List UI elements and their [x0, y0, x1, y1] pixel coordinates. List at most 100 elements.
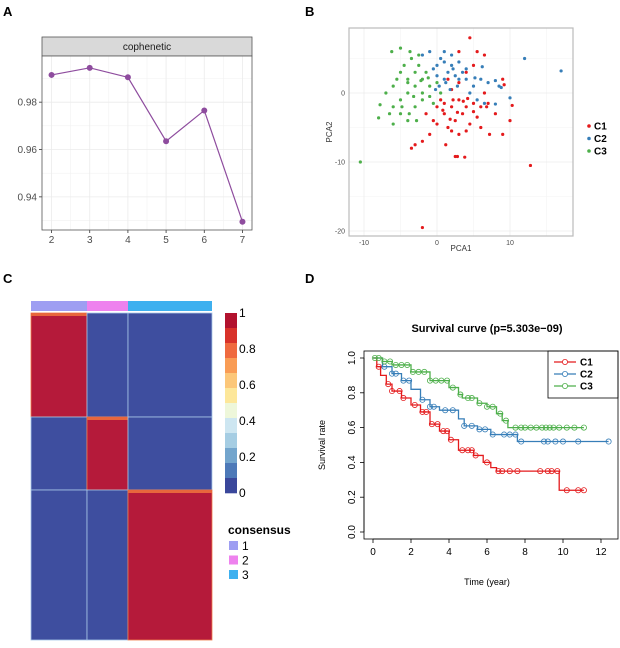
censor-mark-c3 [546, 424, 553, 431]
censor-mark-c1 [447, 436, 454, 443]
censor-mark-c2 [605, 438, 612, 445]
x-tick-label: 12 [595, 547, 607, 558]
y-tick-label: 0.0 [347, 525, 358, 539]
point-c2 [437, 84, 441, 88]
point-c1 [450, 129, 454, 133]
censor-mark-c3 [457, 391, 464, 398]
point-c2 [482, 101, 487, 105]
point-c1 [435, 122, 439, 126]
point-c3 [406, 81, 410, 85]
point-c3 [406, 91, 410, 95]
point-c1 [471, 63, 476, 67]
point-c2 [451, 67, 455, 71]
point-c2 [450, 53, 454, 57]
point-c1 [479, 105, 483, 109]
y-axis-label: Survival rate [317, 420, 327, 470]
censor-mark-c3 [464, 395, 471, 402]
heatmap-block-edge [31, 313, 87, 316]
x-tick-label: 0 [370, 547, 376, 558]
censor-mark-c1 [385, 381, 392, 388]
point-c2 [559, 69, 563, 73]
censor-mark-c3 [556, 424, 563, 431]
data-point [48, 71, 55, 78]
heatmap-block-edge [87, 417, 128, 420]
heatmap-block [86, 489, 129, 641]
point-c1 [486, 101, 490, 105]
censor-mark-c3 [398, 361, 405, 368]
legend-swatch-1 [229, 541, 238, 550]
censor-mark-c3 [533, 424, 540, 431]
censor-mark-c1 [423, 408, 430, 415]
cophenetic-line [51, 67, 244, 222]
censor-mark-c3 [571, 424, 578, 431]
x-axis-label: Time (year) [464, 577, 510, 587]
colorbar-tick-label: 1 [239, 306, 246, 320]
point-c1 [487, 132, 492, 136]
survival-line-c2 [373, 357, 609, 443]
censor-mark-c2 [388, 370, 395, 377]
survival-line-c1 [373, 357, 584, 491]
censor-mark-c3 [489, 403, 496, 410]
colorbar-bin [225, 418, 237, 434]
chart-title: Survival curve (p=5.303e−09) [411, 323, 562, 335]
panel-label-d: D [305, 271, 314, 286]
data-point [201, 107, 208, 114]
survival-line-c3 [373, 357, 584, 429]
point-c3 [426, 76, 430, 80]
censor-mark-c2 [489, 431, 496, 438]
point-c1 [446, 77, 450, 81]
y-tick-label: 0.6 [347, 420, 358, 434]
censor-mark-c3 [432, 377, 439, 384]
censor-mark-c2 [541, 438, 548, 445]
point-c1 [457, 132, 461, 136]
censor-mark-c2 [560, 438, 567, 445]
censor-mark-c1 [396, 388, 403, 395]
x-tick-label: 2 [49, 235, 55, 246]
point-c1 [409, 146, 414, 150]
point-c1 [450, 105, 454, 109]
point-c1 [464, 129, 468, 133]
point-c1 [441, 108, 445, 112]
point-c2 [493, 78, 497, 83]
point-c3 [358, 160, 362, 164]
point-c3 [391, 84, 395, 88]
colorbar-tick-label: 0 [239, 486, 246, 500]
panel-label-b: B [305, 4, 314, 19]
censor-mark-c1 [483, 459, 490, 466]
point-c3 [424, 70, 428, 74]
point-c3 [391, 105, 395, 109]
point-c1 [457, 98, 461, 102]
legend-label-c1: C1 [580, 358, 593, 369]
censor-mark-c1 [563, 487, 570, 494]
point-c3 [417, 63, 421, 67]
legend-swatch-2 [229, 555, 238, 565]
point-c1 [455, 110, 460, 114]
point-c2 [453, 74, 457, 78]
point-c2 [420, 53, 424, 57]
point-c1 [479, 125, 483, 130]
point-c3 [384, 91, 388, 95]
point-c2 [493, 102, 497, 106]
censor-mark-c2 [442, 407, 449, 414]
y-tick-label: 0.4 [347, 455, 358, 469]
point-c1 [464, 70, 468, 74]
colorbar-bin [225, 448, 237, 464]
x-tick-label: 8 [522, 547, 528, 558]
censor-mark-c1 [434, 421, 441, 428]
point-c3 [398, 98, 403, 102]
point-c1 [457, 81, 461, 85]
legend-label-c2: C2 [594, 134, 607, 145]
censor-mark-c3 [421, 368, 428, 375]
censor-mark-c3 [518, 424, 525, 431]
point-c1 [468, 36, 472, 40]
censor-mark-c2 [400, 377, 407, 384]
point-c1 [493, 112, 497, 116]
censor-mark-c3 [387, 358, 394, 365]
colorbar-bin [225, 463, 237, 479]
censor-mark-c1 [580, 487, 587, 494]
point-c2 [468, 91, 472, 95]
data-point [124, 74, 131, 81]
point-c2 [431, 67, 435, 71]
point-c3 [409, 56, 414, 61]
annotation-bar-cluster-3 [128, 301, 212, 311]
